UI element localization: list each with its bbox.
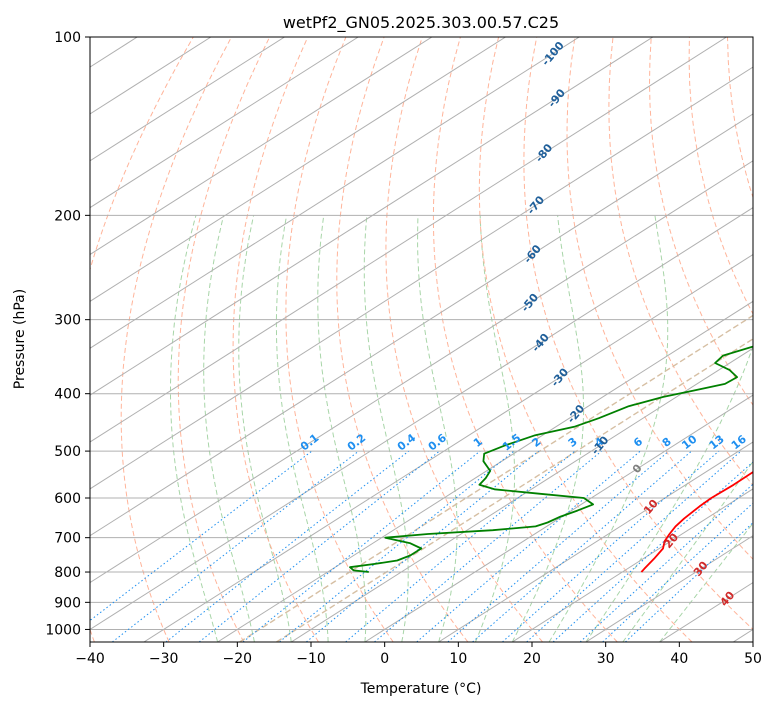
isotherm [90,37,654,396]
isotherm [90,113,753,537]
y-tick-label: 100 [54,30,81,46]
temperature-line [640,470,753,573]
moist-adiabat [275,215,329,642]
isotherm [90,37,727,443]
mixing-ratio-line [242,450,481,642]
dry-adiabat [566,37,753,560]
x-tick-label: 50 [744,651,762,667]
mixing-ratio-line [90,450,313,622]
dry-adiabat [336,37,469,642]
x-axis-label: Temperature (°C) [360,681,482,697]
dry-adiabat [385,37,543,642]
mixing-ratio-line [447,450,670,642]
isotherm [364,394,753,642]
y-axis-label: Pressure (hPa) [12,289,28,389]
moist-adiabat [170,215,219,642]
mixing-ratio-line [305,450,540,642]
mixing-ratio-line [198,450,440,642]
dry-adiabat [232,37,319,642]
moist-adiabat [474,215,516,642]
mixing-ratio-line [111,450,360,642]
y-tick-label: 700 [54,531,81,547]
isotherm [90,37,506,302]
mixing-ratio-line [345,450,576,642]
isotherm [143,253,753,642]
isotherm [90,207,753,631]
x-tick-label: 0 [380,651,389,667]
x-tick-label: 10 [449,651,467,667]
isotherm [90,37,285,162]
isotherm [217,300,753,642]
isotherm [90,37,433,256]
moist-adiabat [585,344,753,642]
x-tick-label: 40 [670,651,688,667]
y-tick-label: 500 [54,444,81,460]
plot-frame [89,36,754,643]
mixing-ratio-line [526,450,742,642]
x-axis-ticks: −40 −30 −20 −10 0 10 20 30 40 50 [75,642,762,667]
isotherm [90,66,753,490]
isotherm [511,488,753,642]
dry-adiabat [120,37,232,642]
y-tick-label: 900 [54,595,81,611]
profiles [349,345,753,573]
y-tick-label: 600 [54,491,81,507]
mixing-ratio-line [502,450,720,642]
dry-adiabat [523,37,753,631]
isotherm [90,37,580,349]
x-tick-label: −30 [149,651,179,667]
dry-adiabat [432,37,618,642]
chart-title: wetPf2_GN05.2025.303.00.57.C25 [283,13,559,33]
isotherm [290,347,753,642]
y-tick-label: 1000 [45,622,81,638]
y-tick-label: 200 [54,208,81,224]
x-tick-label: 30 [597,651,615,667]
isotherms [90,37,753,642]
moist-adiabat [238,215,292,642]
dendritic-zone-line [239,314,753,642]
y-axis-ticks: 100 200 300 400 500 600 700 800 900 1000 [45,30,90,638]
dendritic-zone-line [276,338,753,642]
isotherm [438,441,753,642]
y-tick-label: 300 [54,313,81,329]
dry-adiabat [285,37,394,642]
dewpoint-line [349,345,753,573]
dry-adiabats [90,37,753,642]
moist-adiabat [363,215,409,642]
x-tick-label: −10 [296,651,326,667]
isotherm [90,160,753,584]
moist-adiabat [511,215,585,642]
moist-adiabats [170,215,753,642]
y-tick-label: 400 [54,387,81,403]
mixing-ratio-line [279,450,515,642]
isotherm [585,535,753,642]
isotherm [90,37,359,209]
y-tick-label: 800 [54,565,81,581]
moist-adiabat [203,215,255,642]
x-tick-label: −40 [75,651,105,667]
mixing-ratio-line [472,450,692,642]
x-tick-label: 20 [523,651,541,667]
dry-adiabat [177,37,271,642]
x-tick-label: −20 [223,651,253,667]
mixing-ratio-lines [90,450,753,642]
